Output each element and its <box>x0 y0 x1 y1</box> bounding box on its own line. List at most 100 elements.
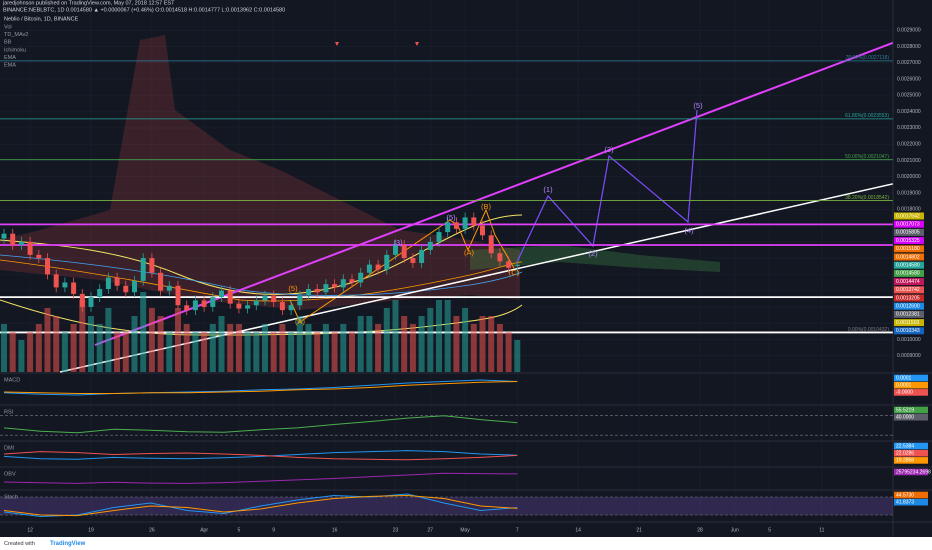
volume-bar <box>79 300 86 372</box>
candle-body <box>401 245 407 259</box>
candle-body <box>297 295 303 306</box>
y-tick-label: 0.0023000 <box>897 125 921 131</box>
footer-text: Created with <box>4 541 35 547</box>
value-tag <box>894 491 928 499</box>
candle-body <box>462 217 468 229</box>
price-tag <box>894 228 924 236</box>
volume-bar <box>453 316 460 372</box>
candle-body <box>105 277 111 290</box>
candle-body <box>10 233 16 246</box>
candle-body <box>71 282 77 294</box>
footer-bar <box>0 537 932 550</box>
volume-bar <box>462 308 469 372</box>
y-tick-label: 0.0029000 <box>897 28 921 34</box>
candle-body <box>88 297 94 307</box>
volume-bar <box>270 332 277 372</box>
volume-bar <box>340 324 347 372</box>
value-tag <box>894 389 928 396</box>
candle-body <box>279 302 285 311</box>
y-tick-label: 0.0025000 <box>897 93 921 99</box>
y-tick-label: 0.0010000 <box>897 337 921 343</box>
x-tick-label: 12 <box>27 527 33 533</box>
volume-bar <box>183 324 190 372</box>
volume-bar <box>279 324 286 372</box>
pane-title: RSI <box>4 409 14 415</box>
x-tick-label: 7 <box>516 527 519 533</box>
volume-bar <box>496 324 503 372</box>
volume-bar <box>514 340 521 372</box>
volume-bar <box>349 332 355 372</box>
candle-body <box>79 293 85 307</box>
price-tag <box>894 245 924 253</box>
price-tag <box>894 261 924 269</box>
price-tag-label: 0.0012600 <box>896 304 920 310</box>
value-tag <box>894 457 928 464</box>
volume-bar <box>53 316 60 372</box>
value-tag <box>894 442 928 450</box>
candle-body <box>62 282 68 288</box>
candle-body <box>236 303 242 309</box>
y-tick-label: 0.0018000 <box>897 207 921 213</box>
price-tag-label: 0.0014580 <box>896 263 920 269</box>
indicator-line <box>3 494 518 517</box>
value-tag-label: 55.5219 <box>896 407 914 413</box>
value-tag <box>894 406 928 414</box>
x-tick-label: 21 <box>636 527 642 533</box>
candle-body <box>471 217 477 226</box>
pane-title: OBV <box>4 471 16 477</box>
indicator-legend: EMA <box>4 55 16 61</box>
indicator-line <box>3 493 518 518</box>
candle-body <box>349 279 355 283</box>
volume-bar <box>27 332 34 372</box>
y-tick-label: 0.0024000 <box>897 109 921 115</box>
candle-body <box>132 280 137 293</box>
quote: BINANCE:NEBLBTC, 1D 0.0014580 ▲ +0.00000… <box>3 7 285 13</box>
x-tick-label: May <box>460 527 470 533</box>
price-tag-label: 0.0013205 <box>896 295 920 301</box>
fib-label: 38.20%(0.0018542) <box>845 195 889 201</box>
candle-body <box>393 245 398 255</box>
y-tick-label: 0.0028000 <box>897 44 921 50</box>
volume-bar <box>1 324 7 372</box>
y-tick-label: 0.0009000 <box>897 353 921 359</box>
price-tag <box>894 302 924 310</box>
volume-bar <box>166 332 173 372</box>
x-tick-label: 19 <box>88 527 94 533</box>
x-tick-label: 27 <box>428 527 434 533</box>
wave-label: (5) <box>446 213 456 222</box>
candle-body <box>262 295 268 301</box>
volume-bar <box>375 324 382 372</box>
value-tag-label: 19.2868 <box>896 458 914 464</box>
volume-bar <box>479 316 486 372</box>
indicator-line <box>3 451 518 461</box>
x-tick-label: 23 <box>393 527 399 533</box>
background <box>0 0 932 537</box>
value-tag-label: 44.5730 <box>896 492 914 498</box>
volume-bar <box>96 324 103 372</box>
indicator-legend: TD_MAv2 <box>4 32 28 38</box>
price-tag <box>894 294 924 302</box>
candle-body <box>323 284 329 293</box>
x-tick-label: 5 <box>238 527 241 533</box>
x-tick-label: 5 <box>768 527 771 533</box>
candle-body <box>175 285 181 306</box>
y-tick-label: 0.0026000 <box>897 76 921 82</box>
volume-bar <box>201 332 208 372</box>
x-tick-label: 14 <box>575 527 581 533</box>
pane-title: Stoch <box>4 494 18 500</box>
volume-bar <box>70 324 77 372</box>
volume-bar <box>296 316 303 372</box>
price-tag-label: 0.0015805 <box>896 230 920 236</box>
volume-bar <box>122 332 129 372</box>
candle-body <box>506 261 512 268</box>
candle-body <box>245 305 251 309</box>
x-tick-label: 28 <box>697 527 703 533</box>
value-tag-label: 22.0286 <box>896 451 914 457</box>
wave-label: (A) <box>464 248 475 257</box>
x-tick-label: 11 <box>819 527 824 533</box>
volume-bar <box>192 332 199 372</box>
volume-bar <box>383 308 390 372</box>
fib-label: 50.00%(0.0021047) <box>845 154 889 160</box>
price-tag-label: 0.0010343 <box>896 328 920 334</box>
pane-title: MACD <box>4 377 20 383</box>
